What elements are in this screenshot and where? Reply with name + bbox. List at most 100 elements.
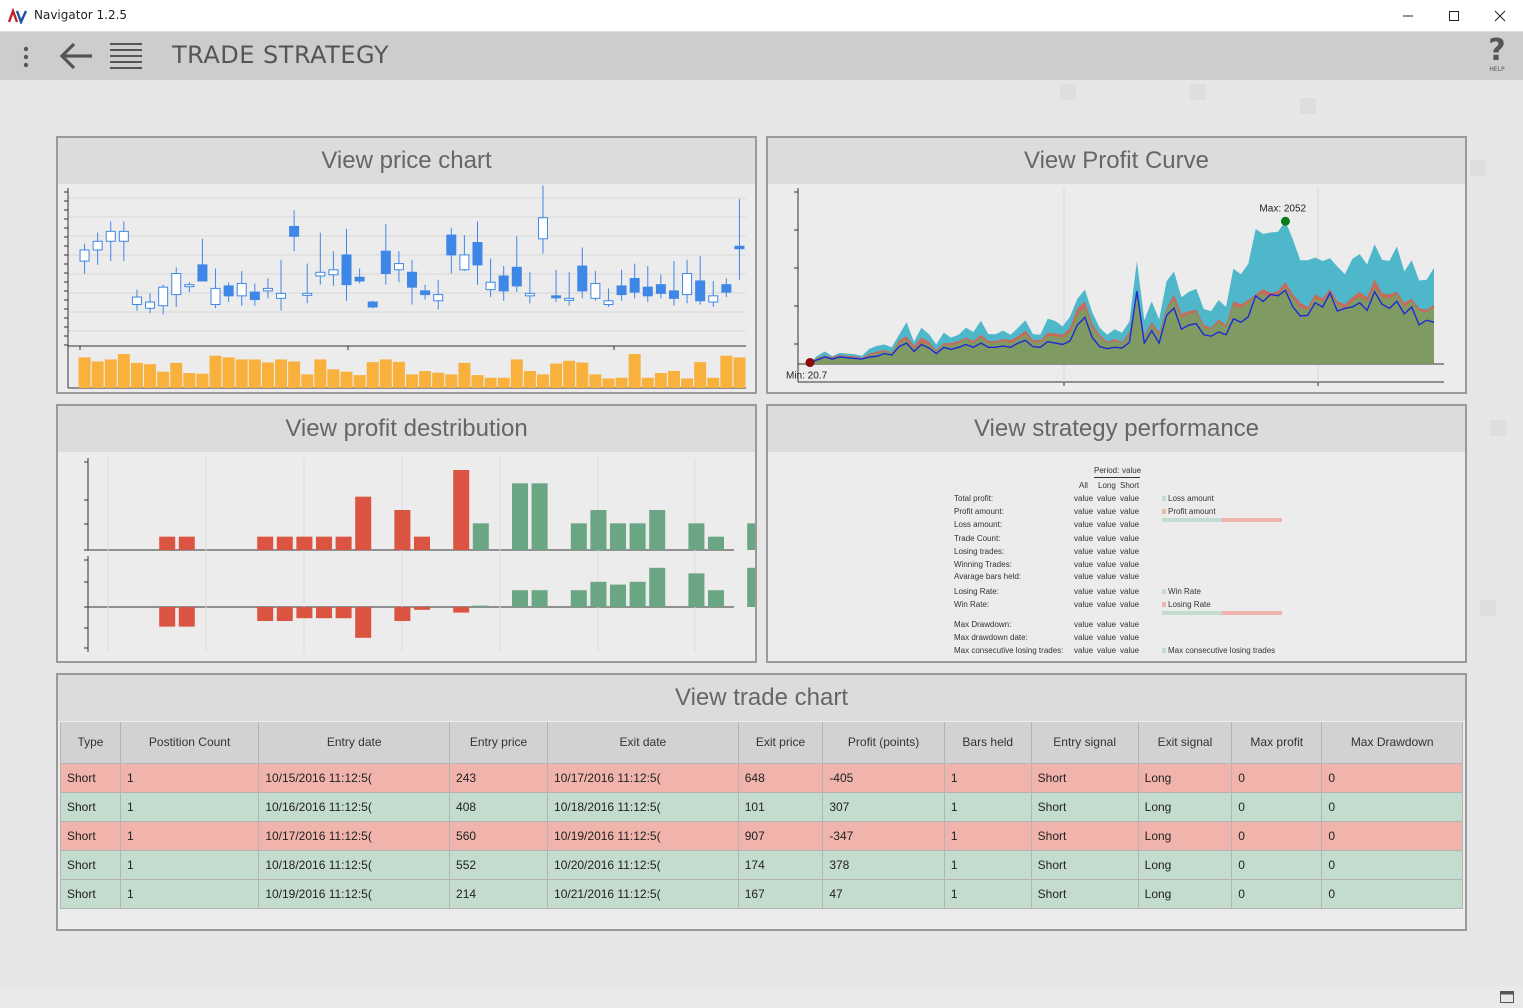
table-row[interactable]: Short 1 10/15/2016 11:12:5(243 10/17/2016 1… (60, 762, 1463, 793)
table-cell: 0 (1321, 762, 1463, 793)
price-chart (64, 185, 746, 389)
volume-bar (340, 371, 353, 388)
profit-distribution-panel[interactable]: View profit destribution (56, 404, 757, 663)
period-label: Period: (1094, 466, 1120, 475)
minimize-icon (1403, 15, 1413, 17)
table-cell: 0 (1231, 762, 1323, 793)
volume-bar (654, 373, 667, 388)
win-loss-rate-bar-win (1162, 611, 1222, 615)
column-header[interactable]: Entry signal (1030, 722, 1139, 764)
profit-curve-panel[interactable]: View Profit Curve Max: 2052 Min: 20.7 (766, 136, 1467, 394)
column-header[interactable]: Exit price (737, 722, 824, 764)
volume-bar (563, 360, 576, 388)
column-header[interactable]: Exit signal (1137, 722, 1233, 764)
performance-value: value (1097, 620, 1117, 629)
column-all: All (1079, 481, 1088, 490)
profit-curve-chart: Max: 2052 Min: 20.7 (786, 188, 1444, 386)
table-cell: 0 (1231, 791, 1323, 822)
column-header[interactable]: Bars held (943, 722, 1032, 764)
column-header[interactable]: Entry date (258, 722, 451, 764)
performance-label: Avarage bars held: (954, 572, 1022, 581)
candle (158, 286, 169, 307)
candle (551, 295, 562, 299)
table-row[interactable]: Short 1 10/17/2016 11:12:5(560 10/19/2016 1… (60, 820, 1463, 851)
legend-swatch (1162, 496, 1166, 501)
volume-bar (628, 354, 641, 388)
performance-value: value (1120, 520, 1140, 529)
table-cell: 10/19/2016 11:12:5( (547, 820, 739, 851)
volume-bar (694, 362, 707, 388)
distribution-bar (688, 573, 705, 607)
volume-bar (484, 377, 497, 388)
column-header[interactable]: Type (60, 722, 121, 764)
performance-value: value (1120, 620, 1140, 629)
close-icon (1494, 10, 1506, 22)
distribution-bar (159, 607, 176, 627)
column-header[interactable]: Max Drawdown (1321, 722, 1463, 764)
distribution-bar (414, 536, 430, 550)
volume-bar (641, 377, 654, 388)
table-cell: 0 (1321, 820, 1463, 851)
arrow-left-icon[interactable] (58, 40, 94, 72)
min-marker (805, 358, 815, 368)
distribution-bar (394, 510, 411, 550)
table-cell: 0 (1231, 820, 1323, 851)
volume-bar (157, 371, 170, 388)
distribution-bar (570, 523, 587, 550)
table-cell: 378 (822, 849, 945, 880)
performance-value: value (1120, 572, 1140, 581)
column-header[interactable]: Exit date (547, 722, 739, 764)
table-cell: Long (1137, 762, 1233, 793)
win-loss-rate-bar-loss (1222, 611, 1282, 615)
list-menu-icon[interactable] (108, 40, 144, 72)
table-row[interactable]: Short 1 10/16/2016 11:12:5(408 10/18/2016 1… (60, 791, 1463, 822)
candle (708, 295, 719, 303)
table-cell: 1 (119, 820, 260, 851)
column-header[interactable]: Postition Count (119, 722, 260, 764)
volume-bar (104, 359, 117, 388)
performance-label: Losing Rate: (954, 587, 999, 596)
performance-value: value (1120, 547, 1140, 556)
loss-profit-bar-loss (1222, 518, 1282, 522)
volume-bar (288, 361, 301, 388)
candle (629, 277, 640, 293)
window-icon[interactable] (1500, 991, 1514, 1003)
candle (655, 284, 666, 294)
table-cell: 243 (449, 762, 549, 793)
app-header: TRADE STRATEGY ? HELP (0, 32, 1523, 80)
help-button[interactable]: ? HELP (1482, 36, 1512, 76)
page-title: TRADE STRATEGY (172, 41, 390, 69)
performance-summary: Period: value All Long Short Total profit: val… (768, 406, 1465, 661)
table-row[interactable]: Short 1 10/19/2016 11:12:5(214 10/21/2016 1… (60, 878, 1463, 909)
performance-value: value (1120, 633, 1140, 642)
close-button[interactable] (1477, 0, 1523, 32)
more-vertical-icon[interactable] (20, 44, 32, 70)
volume-bar (510, 359, 523, 388)
maximize-button[interactable] (1431, 0, 1477, 32)
column-header[interactable]: Max profit (1231, 722, 1323, 764)
performance-value: value (1120, 560, 1140, 569)
performance-value: value (1097, 587, 1117, 596)
column-header[interactable]: Profit (points) (822, 722, 945, 764)
candle (380, 250, 391, 275)
volume-bar (406, 374, 418, 388)
volume-bar (576, 362, 589, 388)
table-cell: Long (1137, 849, 1233, 880)
candle (485, 281, 496, 291)
performance-value: value (1097, 520, 1117, 529)
price-chart-panel[interactable]: View price chart (56, 136, 757, 394)
distribution-bar (531, 483, 548, 550)
column-long: Long (1098, 481, 1116, 490)
table-cell: Short (1030, 878, 1139, 909)
minimize-button[interactable] (1385, 0, 1431, 32)
performance-value: value (1120, 494, 1140, 503)
volume-bar (78, 357, 91, 388)
distribution-bar (335, 536, 352, 550)
performance-label: Win Rate: (954, 600, 990, 609)
candle (302, 292, 313, 296)
column-header[interactable]: Entry price (449, 722, 549, 764)
status-bar (0, 986, 1523, 1008)
table-row[interactable]: Short 1 10/18/2016 11:12:5(552 10/20/2016 1… (60, 849, 1463, 880)
strategy-performance-panel[interactable]: View strategy performance Period: value Al… (766, 404, 1467, 663)
distribution-bar (590, 510, 607, 550)
